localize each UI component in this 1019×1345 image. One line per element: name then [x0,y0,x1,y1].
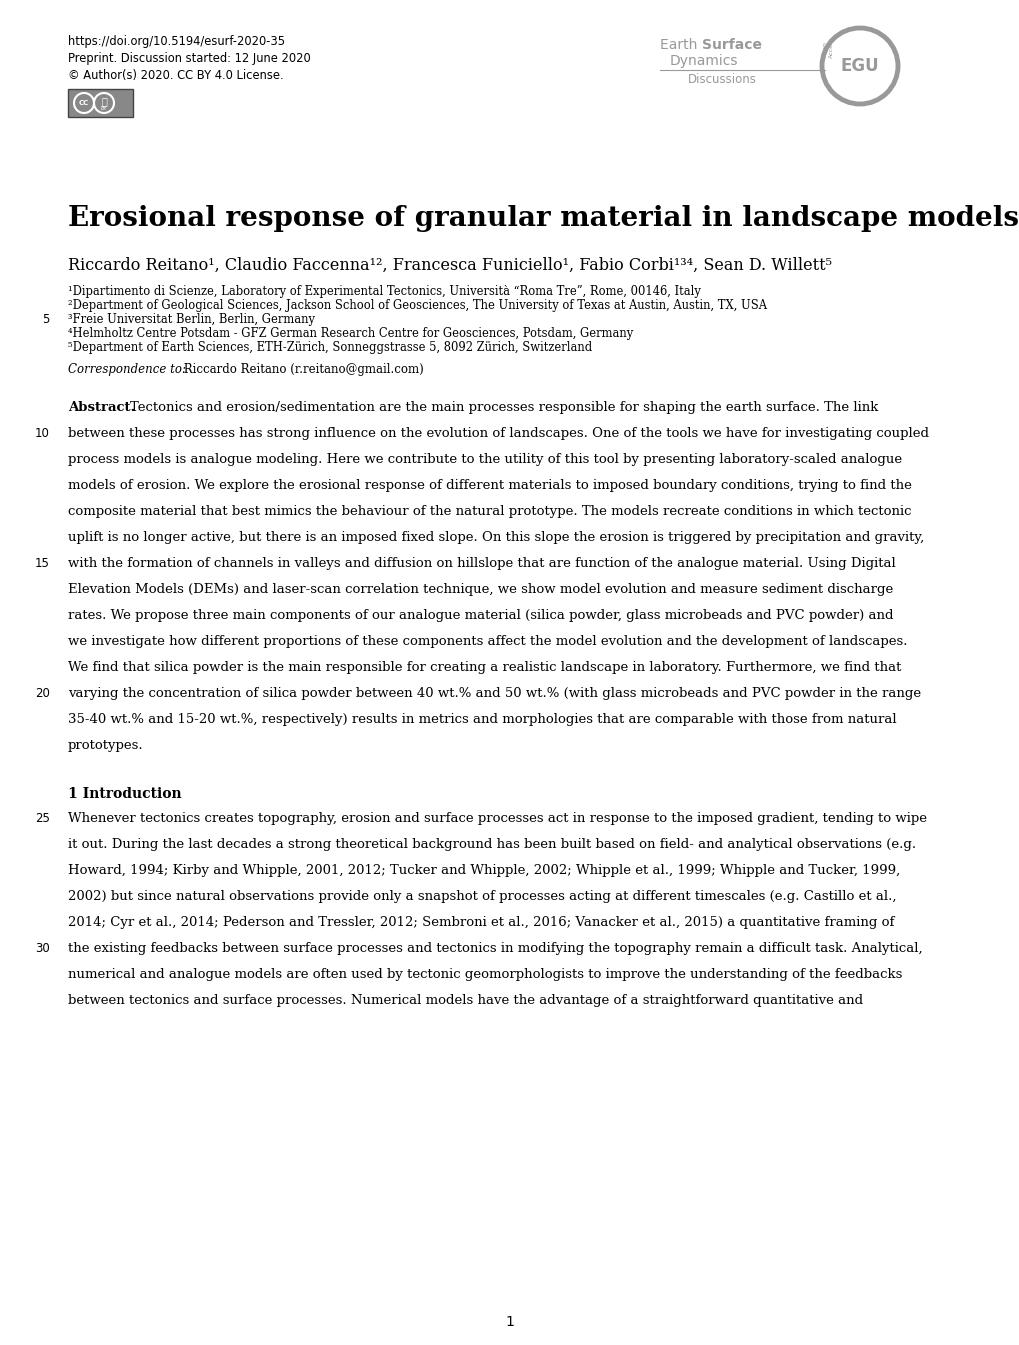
Text: © Author(s) 2020. CC BY 4.0 License.: © Author(s) 2020. CC BY 4.0 License. [68,69,283,82]
Text: Discussions: Discussions [688,73,756,86]
Text: EGU: EGU [840,56,878,75]
Text: Surface: Surface [701,38,761,52]
Text: 25: 25 [35,812,50,824]
Text: ²Department of Geological Sciences, Jackson School of Geosciences, The Universit: ²Department of Geological Sciences, Jack… [68,299,766,312]
Text: 30: 30 [36,941,50,955]
Text: we investigate how different proportions of these components affect the model ev: we investigate how different proportions… [68,635,907,648]
Text: with the formation of channels in valleys and diffusion on hillslope that are fu: with the formation of channels in valley… [68,557,895,570]
Text: prototypes.: prototypes. [68,738,144,752]
Text: Whenever tectonics creates topography, erosion and surface processes act in resp: Whenever tectonics creates topography, e… [68,812,926,824]
Text: varying the concentration of silica powder between 40 wt.% and 50 wt.% (with gla: varying the concentration of silica powd… [68,687,920,699]
Text: between tectonics and surface processes. Numerical models have the advantage of : between tectonics and surface processes.… [68,994,862,1007]
Text: ⁴Helmholtz Centre Potsdam - GFZ German Research Centre for Geosciences, Potsdam,: ⁴Helmholtz Centre Potsdam - GFZ German R… [68,327,633,340]
Text: Abstract.: Abstract. [68,401,140,414]
Text: 35-40 wt.% and 15-20 wt.%, respectively) results in metrics and morphologies tha: 35-40 wt.% and 15-20 wt.%, respectively)… [68,713,896,726]
Text: models of erosion. We explore the erosional response of different materials to i: models of erosion. We explore the erosio… [68,479,911,492]
Text: Erosional response of granular material in landscape models: Erosional response of granular material … [68,204,1018,231]
Text: Correspondence to:: Correspondence to: [68,363,185,377]
Text: 2014; Cyr et al., 2014; Pederson and Tressler, 2012; Sembroni et al., 2016; Vana: 2014; Cyr et al., 2014; Pederson and Tre… [68,916,894,929]
Text: rates. We propose three main components of our analogue material (silica powder,: rates. We propose three main components … [68,609,893,621]
Text: uplift is no longer active, but there is an imposed fixed slope. On this slope t: uplift is no longer active, but there is… [68,531,923,543]
Text: 2002) but since natural observations provide only a snapshot of processes acting: 2002) but since natural observations pro… [68,890,896,902]
Text: Preprint. Discussion started: 12 June 2020: Preprint. Discussion started: 12 June 20… [68,52,311,65]
Text: composite material that best mimics the behaviour of the natural prototype. The : composite material that best mimics the … [68,504,911,518]
Text: Howard, 1994; Kirby and Whipple, 2001, 2012; Tucker and Whipple, 2002; Whipple e: Howard, 1994; Kirby and Whipple, 2001, 2… [68,863,900,877]
Text: ¹Dipartimento di Scienze, Laboratory of Experimental Tectonics, Università “Roma: ¹Dipartimento di Scienze, Laboratory of … [68,285,700,299]
Text: 15: 15 [35,557,50,570]
Text: it out. During the last decades a strong theoretical background has been built b: it out. During the last decades a strong… [68,838,915,851]
Text: We find that silica powder is the main responsible for creating a realistic land: We find that silica powder is the main r… [68,660,901,674]
Text: https://doi.org/10.5194/esurf-2020-35: https://doi.org/10.5194/esurf-2020-35 [68,35,285,48]
Text: 1 Introduction: 1 Introduction [68,787,181,802]
Text: between these processes has strong influence on the evolution of landscapes. One: between these processes has strong influ… [68,426,928,440]
Text: 1: 1 [505,1315,514,1329]
Text: 10: 10 [35,426,50,440]
Text: numerical and analogue models are often used by tectonic geomorphologists to imp: numerical and analogue models are often … [68,968,902,981]
Text: Riccardo Reitano¹, Claudio Faccenna¹², Francesca Funiciello¹, Fabio Corbi¹³⁴, Se: Riccardo Reitano¹, Claudio Faccenna¹², F… [68,257,832,274]
Text: process models is analogue modeling. Here we contribute to the utility of this t: process models is analogue modeling. Her… [68,453,901,465]
Text: Dynamics: Dynamics [669,54,738,69]
Bar [68,89,132,117]
Text: 5: 5 [43,313,50,325]
Text: CC: CC [78,100,89,106]
Text: BY: BY [101,106,107,112]
Text: Ⓘ: Ⓘ [101,95,107,106]
Text: Open
Access: Open Access [821,36,833,58]
Text: Tectonics and erosion/sedimentation are the main processes responsible for shapi: Tectonics and erosion/sedimentation are … [129,401,877,414]
Text: ⁵Department of Earth Sciences, ETH-Zürich, Sonneggstrasse 5, 8092 Zürich, Switze: ⁵Department of Earth Sciences, ETH-Züric… [68,342,592,354]
Text: Elevation Models (DEMs) and laser-scan correlation technique, we show model evol: Elevation Models (DEMs) and laser-scan c… [68,582,893,596]
Text: Earth: Earth [659,38,701,52]
Text: ³Freie Universitat Berlin, Berlin, Germany: ³Freie Universitat Berlin, Berlin, Germa… [68,313,315,325]
Text: Riccardo Reitano (r.reitano@gmail.com): Riccardo Reitano (r.reitano@gmail.com) [179,363,423,377]
Text: 20: 20 [35,687,50,699]
Text: the existing feedbacks between surface processes and tectonics in modifying the : the existing feedbacks between surface p… [68,941,922,955]
